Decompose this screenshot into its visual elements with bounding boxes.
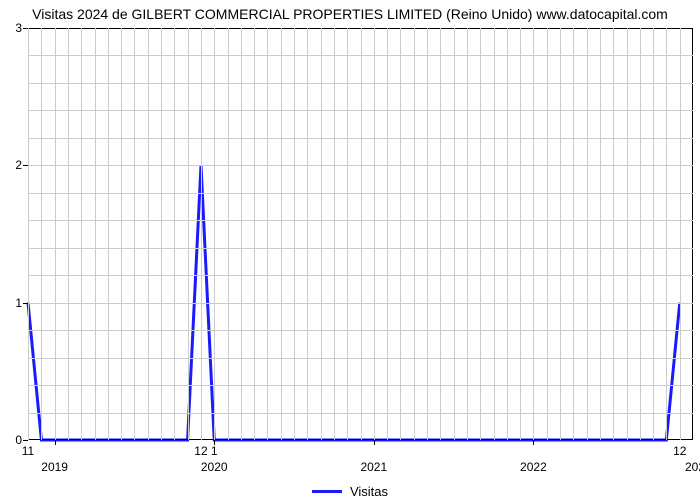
x-minor-gridline bbox=[374, 28, 375, 440]
x-minor-gridline bbox=[480, 28, 481, 440]
x-minor-gridline bbox=[507, 28, 508, 440]
x-minor-gridline bbox=[161, 28, 162, 440]
x-minor-gridline bbox=[627, 28, 628, 440]
x-minor-gridline bbox=[267, 28, 268, 440]
x-tick-label-edge: 202 bbox=[685, 460, 700, 474]
x-month-label: 1 bbox=[211, 444, 218, 458]
x-minor-gridline bbox=[640, 28, 641, 440]
x-minor-gridline bbox=[294, 28, 295, 440]
legend-swatch bbox=[312, 490, 342, 493]
x-minor-gridline bbox=[547, 28, 548, 440]
x-minor-gridline bbox=[387, 28, 388, 440]
x-minor-gridline bbox=[560, 28, 561, 440]
x-minor-gridline bbox=[666, 28, 667, 440]
x-minor-gridline bbox=[134, 28, 135, 440]
y-tick-mark bbox=[23, 440, 28, 441]
x-minor-gridline bbox=[254, 28, 255, 440]
x-minor-gridline bbox=[520, 28, 521, 440]
x-minor-gridline bbox=[281, 28, 282, 440]
x-minor-gridline bbox=[347, 28, 348, 440]
x-tick-mark bbox=[374, 440, 375, 445]
x-minor-gridline bbox=[201, 28, 202, 440]
plot-area: 0123 bbox=[28, 28, 693, 440]
chart-title: Visitas 2024 de GILBERT COMMERCIAL PROPE… bbox=[0, 6, 700, 22]
x-minor-gridline bbox=[108, 28, 109, 440]
x-minor-gridline bbox=[148, 28, 149, 440]
x-minor-gridline bbox=[587, 28, 588, 440]
chart-container: Visitas 2024 de GILBERT COMMERCIAL PROPE… bbox=[0, 0, 700, 500]
x-minor-gridline bbox=[55, 28, 56, 440]
x-minor-gridline bbox=[653, 28, 654, 440]
x-minor-gridline bbox=[573, 28, 574, 440]
x-tick-mark bbox=[533, 440, 534, 445]
x-tick-label: 2021 bbox=[360, 460, 387, 474]
x-minor-gridline bbox=[81, 28, 82, 440]
x-minor-gridline bbox=[228, 28, 229, 440]
x-minor-gridline bbox=[95, 28, 96, 440]
x-minor-gridline bbox=[41, 28, 42, 440]
x-minor-gridline bbox=[467, 28, 468, 440]
x-minor-gridline bbox=[334, 28, 335, 440]
x-minor-gridline bbox=[241, 28, 242, 440]
x-tick-label: 2019 bbox=[41, 460, 68, 474]
x-minor-gridline bbox=[427, 28, 428, 440]
x-month-label: 12 bbox=[673, 444, 686, 458]
x-minor-gridline bbox=[533, 28, 534, 440]
x-tick-label: 2022 bbox=[520, 460, 547, 474]
x-month-label: 11 bbox=[22, 444, 34, 458]
x-minor-gridline bbox=[400, 28, 401, 440]
x-minor-gridline bbox=[440, 28, 441, 440]
x-month-label: 12 bbox=[194, 444, 207, 458]
x-minor-gridline bbox=[68, 28, 69, 440]
x-minor-gridline bbox=[321, 28, 322, 440]
x-minor-gridline bbox=[454, 28, 455, 440]
x-tick-label: 2020 bbox=[201, 460, 228, 474]
x-minor-gridline bbox=[414, 28, 415, 440]
x-minor-gridline bbox=[214, 28, 215, 440]
legend-label: Visitas bbox=[350, 484, 388, 499]
x-minor-gridline bbox=[494, 28, 495, 440]
x-minor-gridline bbox=[188, 28, 189, 440]
x-minor-gridline bbox=[361, 28, 362, 440]
x-minor-gridline bbox=[613, 28, 614, 440]
x-minor-gridline bbox=[680, 28, 681, 440]
axis-border bbox=[692, 28, 693, 440]
x-minor-gridline bbox=[28, 28, 29, 440]
x-tick-mark bbox=[55, 440, 56, 445]
x-minor-gridline bbox=[307, 28, 308, 440]
legend: Visitas bbox=[0, 484, 700, 499]
x-minor-gridline bbox=[600, 28, 601, 440]
x-minor-gridline bbox=[121, 28, 122, 440]
x-minor-gridline bbox=[174, 28, 175, 440]
